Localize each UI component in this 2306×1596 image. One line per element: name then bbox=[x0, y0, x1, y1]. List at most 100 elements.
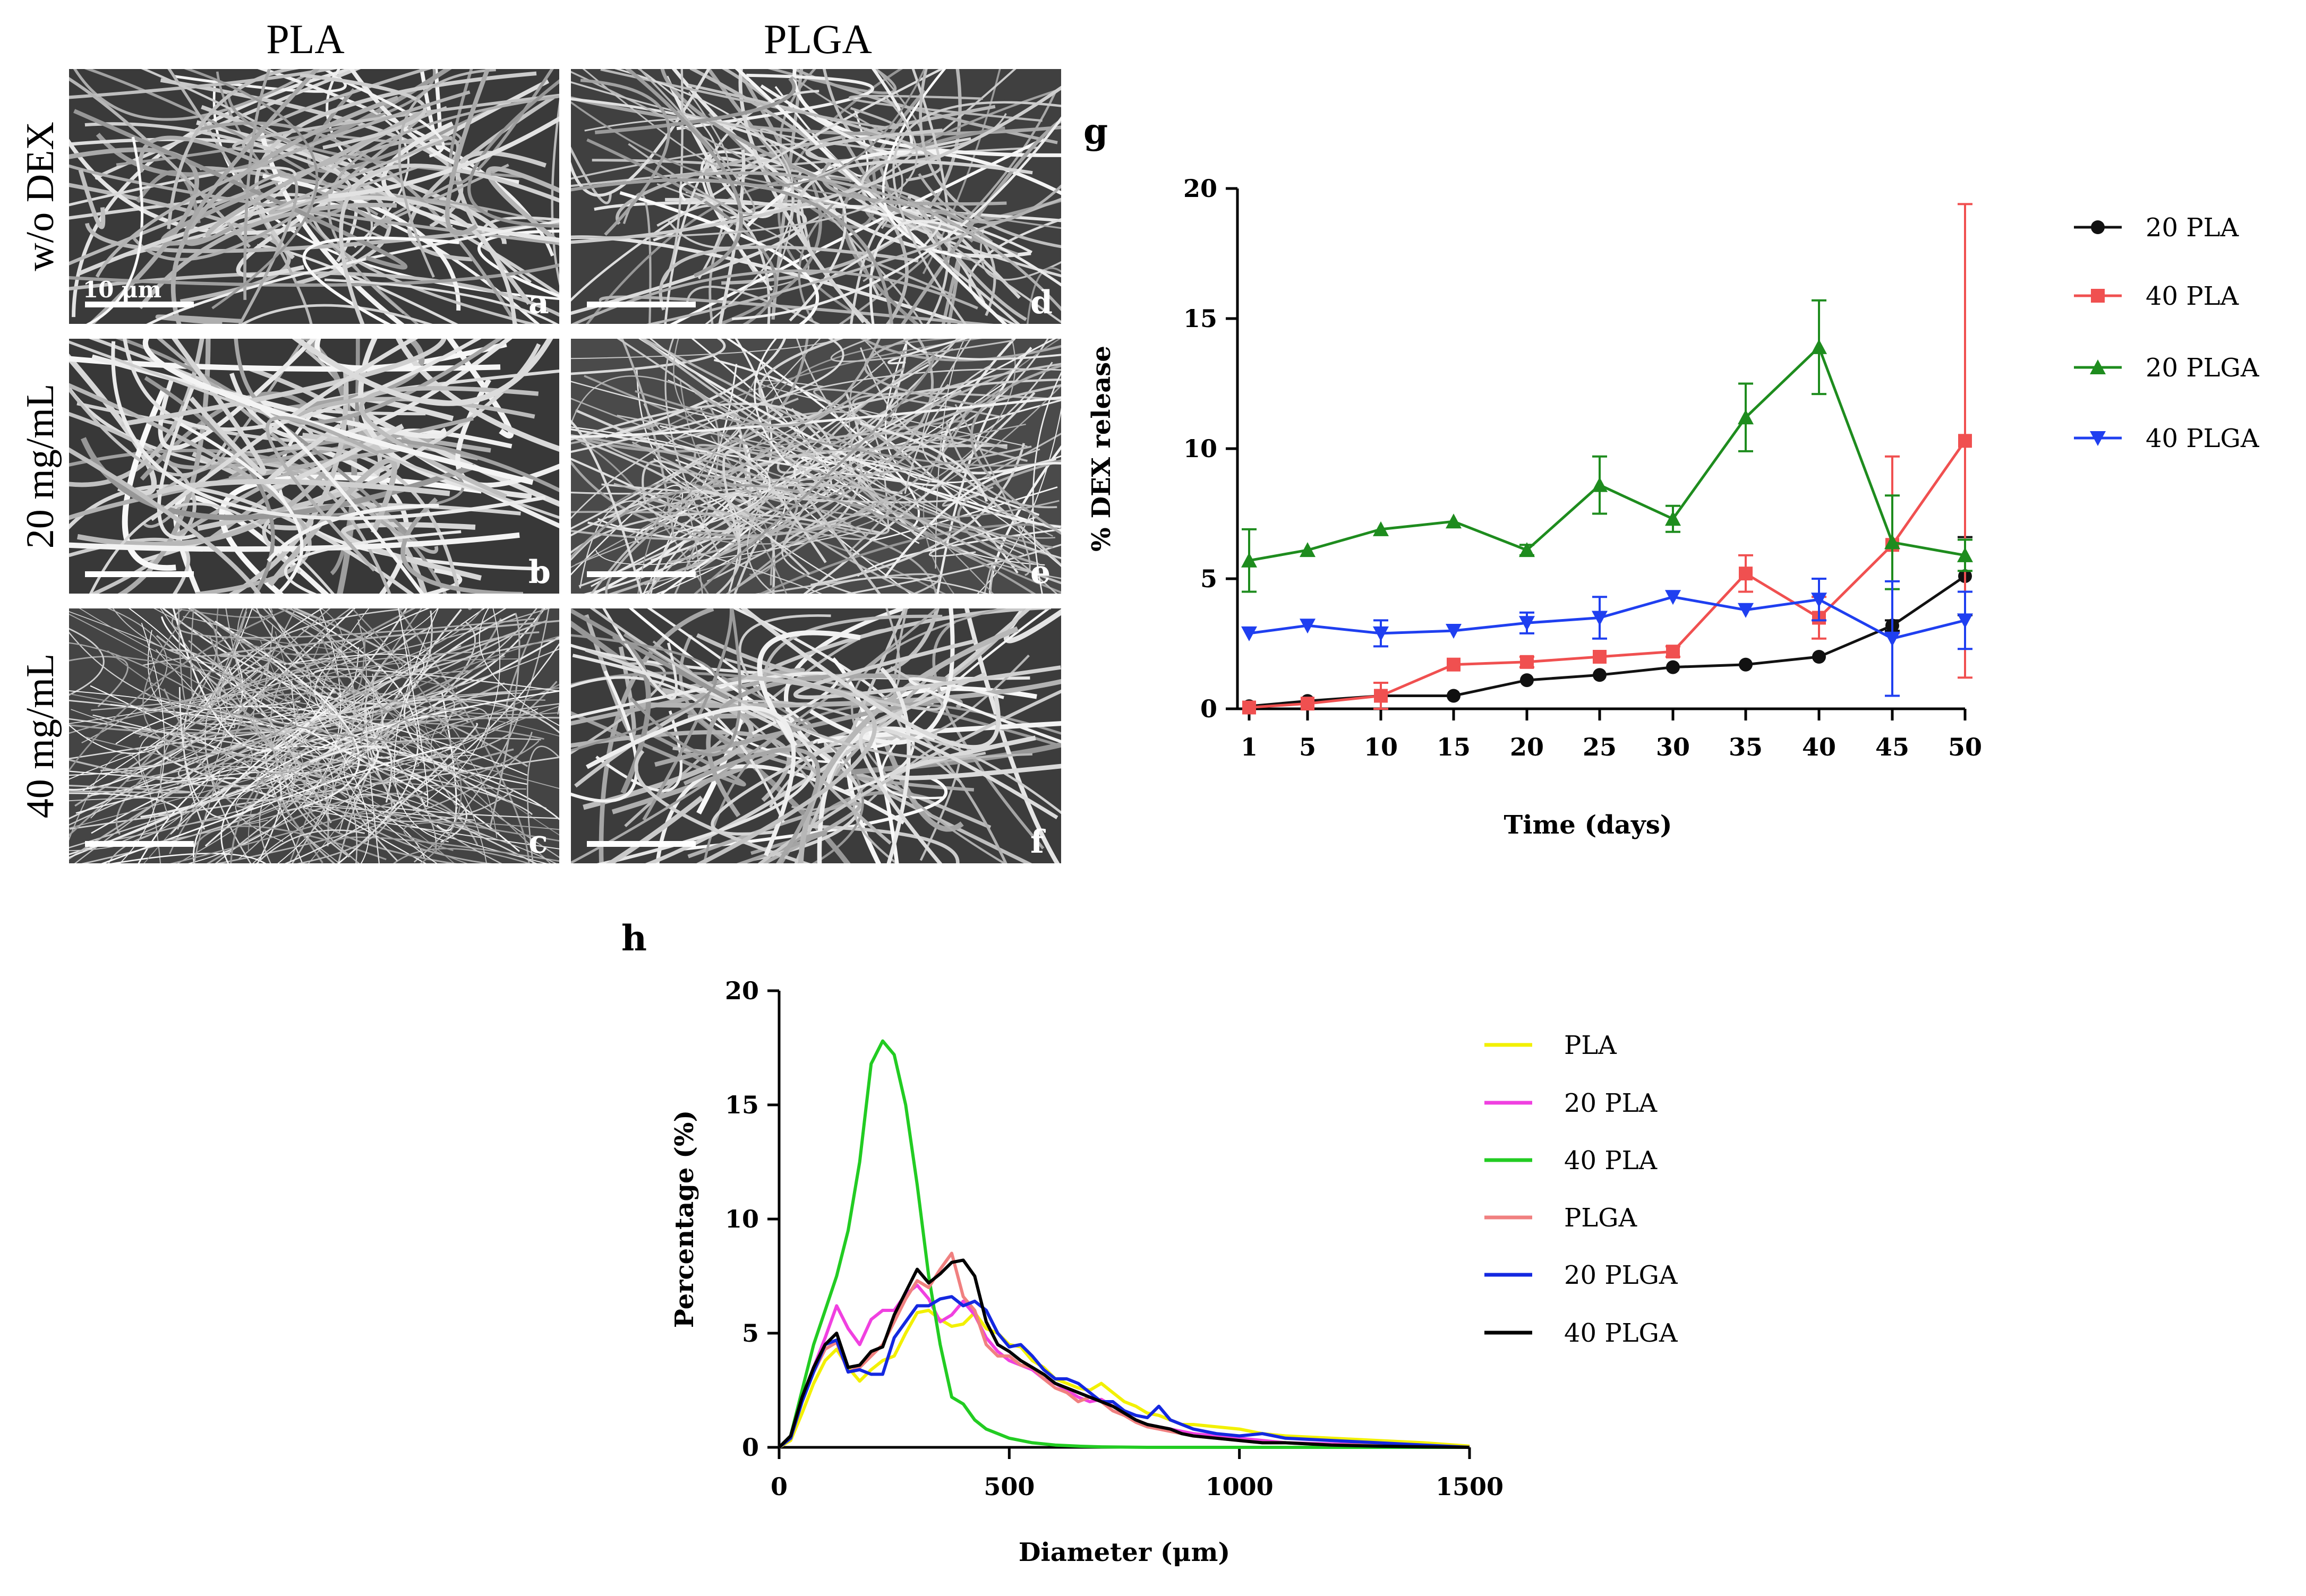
sem-fiber bbox=[69, 608, 356, 791]
sem-fiber bbox=[660, 69, 1019, 256]
sem-fiber bbox=[571, 71, 875, 282]
sem-fiber bbox=[285, 397, 535, 424]
chart-g-x-axis-title: Time (days) bbox=[1504, 810, 1672, 840]
sem-fiber bbox=[407, 95, 555, 262]
chart-h-y-ticks: 0 5 10 15 20 bbox=[725, 976, 779, 1462]
sem-fiber bbox=[571, 435, 742, 594]
sem-fiber bbox=[403, 821, 559, 863]
chart-g-point bbox=[1374, 689, 1388, 703]
chart-g-x-tick-label: 10 bbox=[1364, 733, 1398, 761]
sem-fiber bbox=[424, 713, 559, 836]
sem-fiber bbox=[155, 608, 235, 728]
sem-fiber bbox=[683, 748, 821, 863]
sem-fiber bbox=[302, 236, 459, 324]
chart-g-point bbox=[1446, 624, 1462, 639]
sem-fiber bbox=[69, 271, 559, 317]
sem-fiber bbox=[746, 150, 1061, 227]
sem-fiber bbox=[923, 339, 1061, 594]
sem-fiber bbox=[882, 69, 962, 259]
panel-letter-a: a bbox=[528, 284, 549, 321]
chart-g-point bbox=[1665, 590, 1681, 605]
sem-fiber bbox=[1032, 372, 1061, 594]
sem-fiber bbox=[660, 524, 754, 594]
sem-fiber bbox=[339, 164, 559, 324]
sem-fiber bbox=[156, 478, 450, 496]
sem-fiber bbox=[69, 656, 129, 707]
sem-fiber bbox=[884, 462, 1061, 578]
sem-fiber bbox=[404, 768, 467, 843]
chart-g-point bbox=[1958, 434, 1972, 448]
sem-fiber bbox=[605, 795, 704, 863]
chart-g-point bbox=[1520, 655, 1534, 669]
chart-g-point bbox=[1520, 673, 1534, 688]
sem-image-grid bbox=[69, 69, 1061, 863]
sem-fiber bbox=[132, 609, 355, 765]
chart-g-y-tick-label: 0 bbox=[1200, 694, 1217, 723]
sem-fiber bbox=[810, 443, 1026, 587]
sem-fiber bbox=[571, 379, 741, 421]
sem-fiber bbox=[673, 339, 1026, 452]
sem-fiber bbox=[170, 608, 273, 619]
chart-g-legend-label: 20 PLGA bbox=[2146, 353, 2260, 383]
sem-row-label-wo-dex: w/o DEX bbox=[19, 122, 62, 271]
sem-fiber bbox=[172, 339, 267, 475]
sem-fiber bbox=[655, 764, 905, 863]
sem-fiber bbox=[398, 608, 429, 808]
sem-fiber bbox=[848, 95, 1043, 122]
sem-fiber bbox=[398, 69, 496, 278]
sem-fiber bbox=[69, 785, 191, 794]
sem-fiber bbox=[310, 106, 537, 324]
sem-fiber bbox=[292, 339, 553, 406]
sem-fiber bbox=[594, 77, 796, 134]
sem-fiber bbox=[584, 375, 1053, 548]
sem-fiber bbox=[860, 422, 988, 502]
chart-g-y-tick-label: 10 bbox=[1183, 434, 1217, 463]
sem-fiber bbox=[984, 564, 994, 594]
sem-fiber bbox=[989, 445, 1061, 594]
sem-fiber bbox=[334, 836, 559, 862]
chart-g-point bbox=[1812, 650, 1826, 664]
sem-column-label-pla: PLA bbox=[266, 16, 344, 62]
sem-fiber bbox=[354, 723, 479, 851]
chart-h-legend-label: PLA bbox=[1564, 1031, 1617, 1060]
sem-fiber bbox=[193, 608, 297, 863]
panel-letter-b: b bbox=[528, 554, 551, 591]
sem-fiber bbox=[340, 522, 482, 581]
sem-fiber bbox=[178, 608, 247, 724]
sem-fiber bbox=[928, 516, 1038, 557]
chart-h-x-tick-label: 1000 bbox=[1206, 1472, 1274, 1501]
sem-fiber bbox=[631, 339, 983, 446]
sem-fiber bbox=[638, 339, 1061, 529]
sem-fiber bbox=[268, 135, 453, 214]
sem-fiber bbox=[283, 654, 425, 715]
sem-fiber bbox=[659, 245, 919, 311]
chart-g-series-line bbox=[1249, 575, 1966, 708]
sem-fiber bbox=[90, 685, 426, 863]
sem-fiber bbox=[237, 608, 551, 664]
sem-fiber bbox=[582, 69, 729, 168]
chart-g-point bbox=[1739, 567, 1753, 581]
sem-fiber bbox=[169, 722, 544, 854]
sem-fiber bbox=[84, 122, 559, 297]
sem-fiber bbox=[183, 69, 320, 246]
chart-g-legend-item-40-pla: 40 PLA bbox=[2074, 281, 2240, 311]
sem-fiber bbox=[390, 703, 559, 863]
sem-fiber bbox=[69, 447, 261, 594]
sem-fiber bbox=[767, 69, 897, 95]
sem-fiber bbox=[745, 439, 994, 594]
sem-fiber bbox=[732, 116, 1061, 320]
chart-h-axes bbox=[778, 991, 1470, 1449]
sem-fiber bbox=[671, 69, 1031, 258]
sem-column-label-plga: PLGA bbox=[764, 16, 872, 62]
sem-fiber bbox=[791, 69, 925, 145]
sem-fiber bbox=[489, 613, 520, 828]
sem-fiber bbox=[631, 441, 1060, 519]
sem-fiber bbox=[901, 118, 1061, 324]
sem-fiber bbox=[821, 159, 1007, 206]
sem-fiber bbox=[758, 339, 844, 417]
sem-fiber bbox=[792, 69, 1061, 157]
chart-g-point bbox=[1241, 626, 1257, 641]
sem-fiber bbox=[680, 384, 1061, 545]
chart-g-x-tick-label: 35 bbox=[1729, 733, 1763, 761]
